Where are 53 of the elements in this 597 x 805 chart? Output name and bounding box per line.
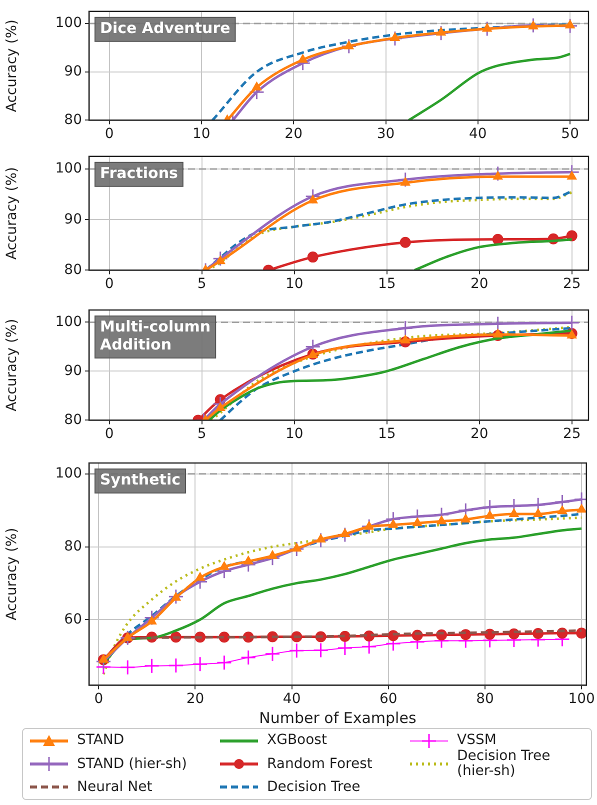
x-tick-label: 15 [378, 276, 396, 292]
y-axis-title: Accuracy (%) [4, 528, 20, 620]
y-tick-label: 90 [64, 362, 82, 379]
text: Multi-column Addition [100, 317, 211, 354]
x-tick-label: 40 [282, 691, 301, 708]
y-axis-title: Accuracy (%) [4, 20, 20, 112]
x-tick-label: 10 [285, 276, 304, 292]
x-tick-label: 25 [562, 426, 581, 442]
y-tick-label: 80 [64, 112, 82, 128]
y-tick-label: 100 [55, 466, 82, 482]
x-tick-label: 50 [561, 126, 579, 142]
x-tick-label: 0 [104, 426, 114, 442]
legend-label: XGBoost [267, 732, 327, 748]
y-tick-label: 80 [64, 538, 82, 554]
y-axis-title: Accuracy (%) [4, 167, 20, 260]
x-tick-label: 20 [470, 426, 488, 442]
x-tick-label: 0 [104, 126, 114, 142]
x-tick-label: 5 [197, 276, 206, 292]
text: Dice Adventure [100, 18, 230, 37]
x-tick-label: 60 [379, 691, 398, 708]
x-tick-label: 0 [104, 276, 114, 292]
text: Fractions [100, 164, 178, 182]
y-axis-title: Accuracy (%) [4, 318, 20, 412]
y-tick-label: 100 [55, 314, 82, 330]
x-tick-label: 15 [378, 426, 396, 442]
x-tick-label: 5 [197, 426, 206, 442]
x-tick-label: 20 [284, 126, 303, 142]
y-tick-label: 100 [55, 15, 82, 32]
x-tick-label: 0 [94, 691, 104, 708]
text: Synthetic [100, 470, 180, 488]
x-axis-title: Number of Examples [259, 708, 416, 727]
legend-label: Decision Tree (hier-sh) [457, 748, 550, 779]
legend-label: Decision Tree [267, 779, 360, 795]
x-tick-label: 10 [285, 426, 304, 442]
x-tick-label: 40 [468, 126, 487, 142]
y-tick-label: 100 [55, 160, 82, 177]
x-tick-label: 80 [476, 691, 494, 708]
x-tick-label: 30 [376, 126, 395, 142]
legend-label: VSSM [457, 732, 496, 748]
x-tick-label: 25 [562, 276, 581, 292]
y-tick-label: 80 [64, 412, 82, 428]
y-tick-label: 90 [64, 63, 82, 80]
legend-label: Neural Net [77, 779, 152, 795]
x-tick-label: 10 [192, 126, 210, 142]
x-tick-label: 20 [470, 276, 488, 292]
y-tick-label: 90 [64, 211, 82, 228]
legend-label: Random Forest [267, 756, 372, 772]
legend-label: STAND [77, 732, 124, 748]
legend-label: STAND (hier-sh) [77, 756, 188, 772]
y-tick-label: 60 [64, 611, 82, 628]
y-tick-label: 80 [64, 262, 82, 278]
x-tick-label: 100 [568, 691, 595, 708]
x-tick-label: 20 [186, 691, 204, 708]
